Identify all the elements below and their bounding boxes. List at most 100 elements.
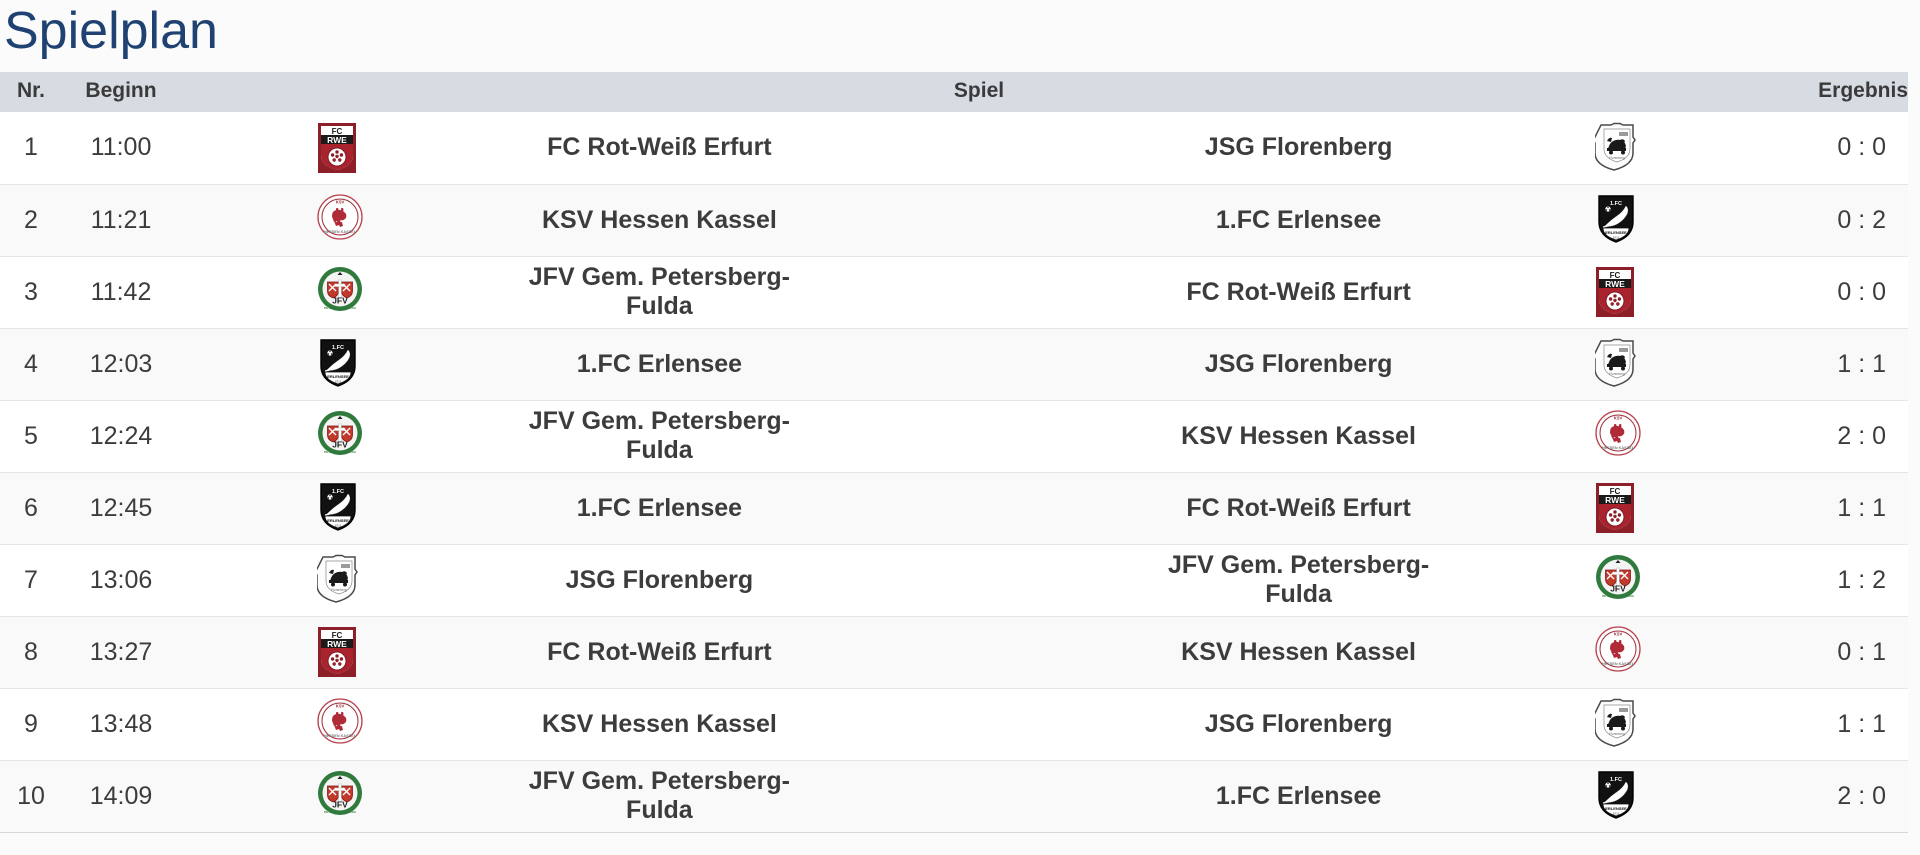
- column-header-nr[interactable]: Nr.: [0, 72, 62, 112]
- svg-text:ERLENSEE: ERLENSEE: [1605, 806, 1627, 811]
- cell-nr: 9: [0, 687, 62, 760]
- cell-nr: 8: [0, 615, 62, 688]
- cell-home-team[interactable]: JFV Gem. Petersberg-Fulda: [499, 255, 820, 328]
- cell-nr: 7: [0, 543, 62, 616]
- svg-text:KSV: KSV: [1614, 632, 1623, 637]
- cell-away-team[interactable]: KSV Hessen Kassel: [1138, 615, 1459, 688]
- cell-beginn: 14:09: [62, 759, 180, 832]
- table-row[interactable]: 8 13:27 FC RWE FC Rot-Weiß Erfurt KSV Hess…: [0, 615, 1908, 688]
- svg-text:PETERSBERG-FULDA: PETERSBERG-FULDA: [324, 810, 357, 814]
- cell-spacer: [819, 615, 1139, 688]
- cell-spacer: [819, 687, 1139, 760]
- cell-home-team[interactable]: FC Rot-Weiß Erfurt: [499, 615, 820, 688]
- cell-ergebnis: 1 : 1: [1778, 471, 1908, 544]
- table-header-row: Nr. Beginn Spiel Ergebnis: [0, 72, 1908, 112]
- svg-text:PETERSBERG-FULDA: PETERSBERG-FULDA: [324, 450, 357, 454]
- svg-text:JFV: JFV: [1610, 584, 1626, 594]
- svg-text:ERLENSEE: ERLENSEE: [1605, 230, 1627, 235]
- away-team-logo-cell: 1.FC ERLENSEE 1911: [1458, 759, 1778, 832]
- table-row[interactable]: 1 11:00 FC RWE FC Rot-Weiß Erfurt JSG Flor…: [0, 112, 1908, 184]
- cell-nr: 5: [0, 399, 62, 472]
- table-row[interactable]: 4 12:03 1.FC ERLENSEE 1911 1.FC Erlensee J…: [0, 327, 1908, 400]
- fc-erlensee-logo: 1.FC ERLENSEE 1911: [1595, 770, 1641, 822]
- jsg-florenberg-logo: Florenberg: [1595, 698, 1641, 750]
- cell-away-team[interactable]: JSG Florenberg: [1204, 133, 1393, 162]
- cell-beginn: 12:24: [62, 399, 180, 472]
- svg-text:FC: FC: [1610, 487, 1621, 496]
- svg-text:JFV: JFV: [332, 800, 348, 810]
- table-row[interactable]: 7 13:06 Florenberg JSG Florenberg JFV Gem.…: [0, 543, 1908, 616]
- cell-away-team[interactable]: KSV Hessen Kassel: [1138, 399, 1459, 472]
- svg-text:1911: 1911: [335, 380, 342, 384]
- away-team-logo-cell: JFV PETERSBERG-FULDA: [1458, 543, 1778, 616]
- fc-erlensee-logo: 1.FC ERLENSEE 1911: [317, 338, 363, 390]
- table-row[interactable]: 9 13:48 KSV HESSEN KASSEL KSV Hessen Kass…: [0, 687, 1908, 760]
- cell-nr: 6: [0, 471, 62, 544]
- column-header-spiel[interactable]: Spiel: [180, 72, 1778, 112]
- svg-text:PETERSBERG-FULDA: PETERSBERG-FULDA: [1602, 594, 1635, 598]
- column-header-ergebnis[interactable]: Ergebnis: [1778, 72, 1908, 112]
- cell-beginn: 11:42: [62, 255, 180, 328]
- cell-home-team[interactable]: JFV Gem. Petersberg-Fulda: [499, 759, 820, 832]
- cell-ergebnis: 2 : 0: [1778, 759, 1908, 832]
- cell-ergebnis: 0 : 2: [1778, 183, 1908, 256]
- cell-away-team[interactable]: 1.FC Erlensee: [1138, 183, 1459, 256]
- cell-beginn: 12:45: [62, 471, 180, 544]
- cell-away-team[interactable]: 1.FC Erlensee: [1138, 759, 1459, 832]
- svg-text:HESSEN KASSEL: HESSEN KASSEL: [1602, 446, 1635, 450]
- svg-text:Florenberg: Florenberg: [1609, 156, 1625, 160]
- svg-text:RWE: RWE: [327, 639, 347, 649]
- fc-rot-weiss-erfurt-logo: FC RWE: [1595, 266, 1641, 318]
- home-team-logo-cell: KSV HESSEN KASSEL: [180, 687, 500, 760]
- cell-home-team[interactable]: KSV Hessen Kassel: [499, 183, 820, 256]
- away-team-logo-cell: FC RWE: [1458, 255, 1778, 328]
- cell-away-team[interactable]: JFV Gem. Petersberg-Fulda: [1138, 543, 1459, 616]
- away-team-logo-cell: Florenberg: [1458, 687, 1778, 760]
- table-row[interactable]: 2 11:21 KSV HESSEN KASSEL KSV Hessen Kass…: [0, 183, 1908, 256]
- svg-text:FC: FC: [331, 631, 342, 640]
- jfv-petersberg-fulda-logo: JFV PETERSBERG-FULDA: [1595, 554, 1641, 606]
- fc-rot-weiss-erfurt-logo: FC RWE: [317, 122, 363, 174]
- svg-text:1.FC: 1.FC: [332, 345, 344, 351]
- cell-spacer: [819, 183, 1139, 256]
- table-row[interactable]: 3 11:42 JFV PETERSBERG-FULDA JFV Gem. Pet…: [0, 255, 1908, 328]
- away-team-logo-cell: FC RWE: [1458, 471, 1778, 544]
- table-row[interactable]: 6 12:45 1.FC ERLENSEE 1911 1.FC Erlensee F…: [0, 471, 1908, 544]
- cell-away-team[interactable]: JSG Florenberg: [1138, 687, 1459, 760]
- svg-text:HESSEN KASSEL: HESSEN KASSEL: [1602, 662, 1635, 666]
- cell-ergebnis: 1 : 1: [1778, 327, 1908, 400]
- cell-home-team[interactable]: JSG Florenberg: [499, 543, 820, 616]
- table-header: Nr. Beginn Spiel Ergebnis: [0, 72, 1908, 112]
- home-team-logo-cell: Florenberg: [180, 543, 500, 616]
- svg-text:Florenberg: Florenberg: [331, 588, 347, 592]
- cell-home-team[interactable]: FC Rot-Weiß Erfurt: [547, 133, 772, 162]
- jfv-petersberg-fulda-logo: JFV PETERSBERG-FULDA: [317, 410, 363, 462]
- svg-text:ERLENSEE: ERLENSEE: [327, 518, 349, 523]
- jsg-florenberg-logo: Florenberg: [1595, 338, 1641, 390]
- table-row[interactable]: 10 14:09 JFV PETERSBERG-FULDA JFV Gem. Pe…: [0, 759, 1908, 832]
- cell-home-team[interactable]: 1.FC Erlensee: [499, 327, 820, 400]
- cell-away-team[interactable]: JSG Florenberg: [1138, 327, 1459, 400]
- cell-home-team[interactable]: JFV Gem. Petersberg-Fulda: [499, 399, 820, 472]
- cell-home-team[interactable]: KSV Hessen Kassel: [499, 687, 820, 760]
- svg-text:RWE: RWE: [1605, 279, 1625, 289]
- cell-beginn: 11:21: [62, 183, 180, 256]
- ksv-hessen-kassel-logo: KSV HESSEN KASSEL: [317, 194, 363, 246]
- fc-erlensee-logo: 1.FC ERLENSEE 1911: [317, 482, 363, 534]
- cell-home-team[interactable]: 1.FC Erlensee: [499, 471, 820, 544]
- cell-nr: 1: [24, 133, 38, 162]
- svg-text:RWE: RWE: [1605, 495, 1625, 505]
- home-team-logo-cell: KSV HESSEN KASSEL: [180, 183, 500, 256]
- cell-spacer: [819, 759, 1139, 832]
- jfv-petersberg-fulda-logo: JFV PETERSBERG-FULDA: [317, 266, 363, 318]
- svg-text:KSV: KSV: [335, 704, 344, 709]
- svg-text:KSV: KSV: [335, 200, 344, 205]
- cell-beginn: 13:06: [62, 543, 180, 616]
- table-row[interactable]: 5 12:24 JFV PETERSBERG-FULDA JFV Gem. Pet…: [0, 399, 1908, 472]
- column-header-beginn[interactable]: Beginn: [62, 72, 180, 112]
- ksv-hessen-kassel-logo: KSV HESSEN KASSEL: [1595, 626, 1641, 678]
- home-team-logo-cell: 1.FC ERLENSEE 1911: [180, 327, 500, 400]
- cell-away-team[interactable]: FC Rot-Weiß Erfurt: [1138, 471, 1459, 544]
- cell-away-team[interactable]: FC Rot-Weiß Erfurt: [1138, 255, 1459, 328]
